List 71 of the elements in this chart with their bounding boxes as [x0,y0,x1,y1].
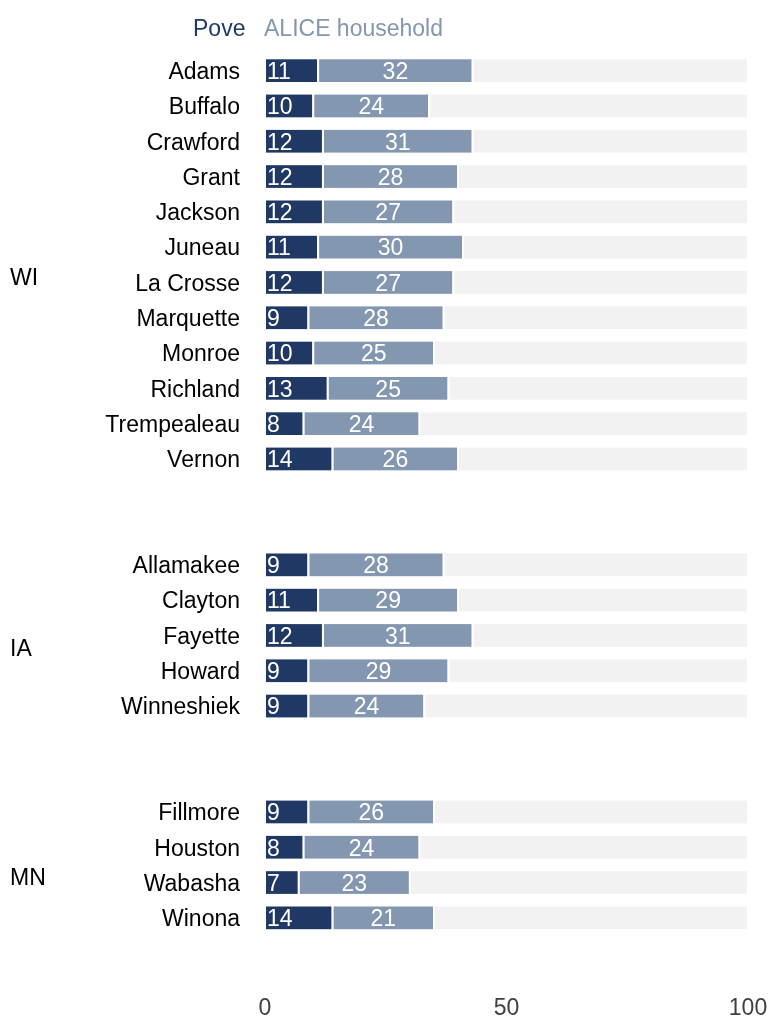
data-label: 11 [267,234,291,261]
data-label: 29 [375,587,401,614]
data-label: 13 [267,375,293,402]
data-label: 9 [267,693,280,720]
y-tick-label: Jackson [155,199,240,226]
series-label: ALICE household [264,15,444,42]
data-label: 8 [267,410,280,437]
data-label: 24 [348,410,375,437]
y-tick-label: Allamakee [132,552,240,579]
data-label: 7 [267,869,280,896]
text: IA [10,634,33,661]
y-tick-label: Clayton [162,587,240,614]
y-tick-label: Howard [160,658,240,685]
y-tick-label: La Crosse [135,269,240,296]
y-tick-label: Adams [168,57,240,84]
data-label: 27 [375,199,401,226]
y-tick-label: Vernon [167,446,240,473]
data-label: 9 [267,658,280,685]
data-label: 12 [267,199,293,226]
data-label: 31 [385,622,411,649]
y-tick-label: Winneshiek [121,693,241,720]
data-label: 12 [267,128,293,155]
data-label: 12 [267,622,293,649]
y-tick-label: Juneau [164,234,240,261]
y-tick-label: Winona [162,905,241,932]
text: MN [10,864,46,891]
data-label: 26 [382,446,409,473]
text: WI [10,264,39,291]
data-label: 11 [267,57,291,84]
y-tick-label: Monroe [162,340,240,367]
y-tick-label: Marquette [136,305,240,332]
y-tick-label: Fillmore [158,799,240,826]
data-label: 24 [353,693,380,720]
data-label: 25 [360,340,387,367]
series-label: Pove [193,15,246,42]
data-label: 24 [358,93,385,120]
data-label: 29 [365,658,392,685]
data-label: 32 [382,57,409,84]
data-label: 28 [377,163,404,190]
data-label: 23 [341,869,368,896]
x-tick-label: 0 [258,994,272,1020]
y-tick-label: Grant [182,163,241,190]
data-label: 8 [267,834,280,861]
y-tick-label: Richland [150,375,240,402]
data-label: 12 [267,163,293,190]
data-label: 28 [363,552,389,579]
y-tick-label: Houston [154,834,240,861]
data-label: 21 [370,905,397,932]
data-label: 25 [375,375,401,402]
x-tick-label: 50 [493,994,520,1020]
data-label: 9 [267,305,280,332]
y-tick-label: Trempealeau [105,410,240,437]
data-label: 10 [267,340,293,367]
y-tick-label: Crawford [146,128,240,155]
data-label: 26 [358,799,385,826]
data-label: 30 [377,234,404,261]
data-label: 11 [267,587,291,614]
y-tick-label: Wabasha [143,869,241,896]
x-tick-label: 100 [728,994,768,1020]
data-label: 27 [375,269,401,296]
data-label: 31 [385,128,411,155]
data-label: 12 [267,269,293,296]
data-label: 9 [267,799,280,826]
data-label: 14 [267,446,293,473]
data-label: 9 [267,552,280,579]
data-label: 24 [348,834,375,861]
data-label: 28 [363,305,389,332]
data-label: 14 [267,905,293,932]
y-tick-label: Buffalo [168,93,240,120]
data-label: 10 [267,93,293,120]
y-tick-label: Fayette [163,622,240,649]
